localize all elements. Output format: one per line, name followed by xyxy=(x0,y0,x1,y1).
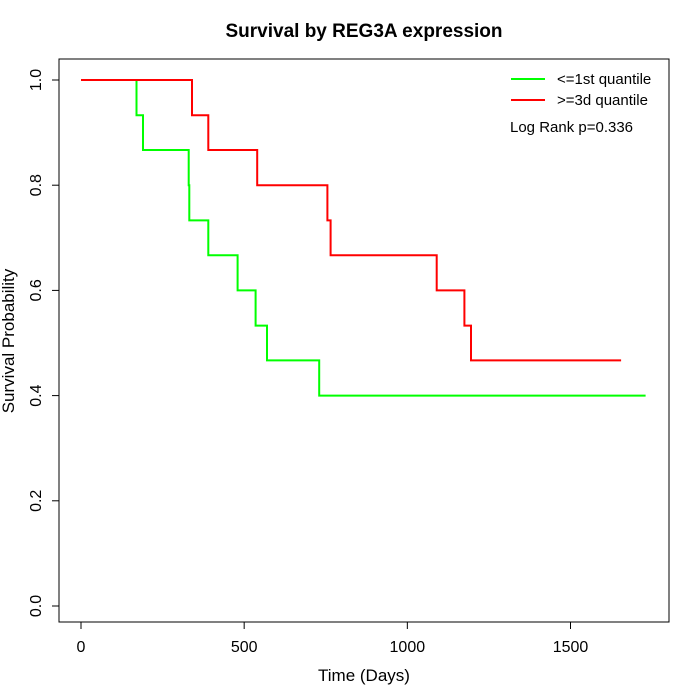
chart-title: Survival by REG3A expression xyxy=(225,21,502,42)
plot-frame xyxy=(58,58,670,623)
x-tick-label: 1500 xyxy=(553,639,589,656)
x-tick-label: 0 xyxy=(77,639,86,656)
series-line-high xyxy=(81,79,622,362)
legend: <=1st quantile >=3d quantile xyxy=(511,71,651,109)
y-axis: 0.0 0.2 0.4 0.6 0.8 1.0 xyxy=(28,69,60,617)
series-line-low xyxy=(81,79,646,397)
legend-label-high: >=3d quantile xyxy=(557,92,648,109)
y-tick-label: 0.0 xyxy=(28,595,45,617)
y-tick-label: 0.8 xyxy=(28,174,45,196)
y-tick-label: 0.6 xyxy=(28,279,45,301)
x-axis: 0 500 1000 1500 xyxy=(77,621,589,656)
series-layer xyxy=(81,79,646,397)
y-tick-label: 0.2 xyxy=(28,490,45,512)
y-tick-label: 0.4 xyxy=(28,384,45,406)
log-rank-annotation: Log Rank p=0.336 xyxy=(510,119,633,136)
legend-label-low: <=1st quantile xyxy=(557,71,651,88)
x-tick-label: 1000 xyxy=(390,639,426,656)
y-tick-label: 1.0 xyxy=(28,69,45,91)
y-axis-label: Survival Probability xyxy=(0,268,18,413)
x-tick-label: 500 xyxy=(231,639,258,656)
x-axis-label: Time (Days) xyxy=(318,666,410,685)
